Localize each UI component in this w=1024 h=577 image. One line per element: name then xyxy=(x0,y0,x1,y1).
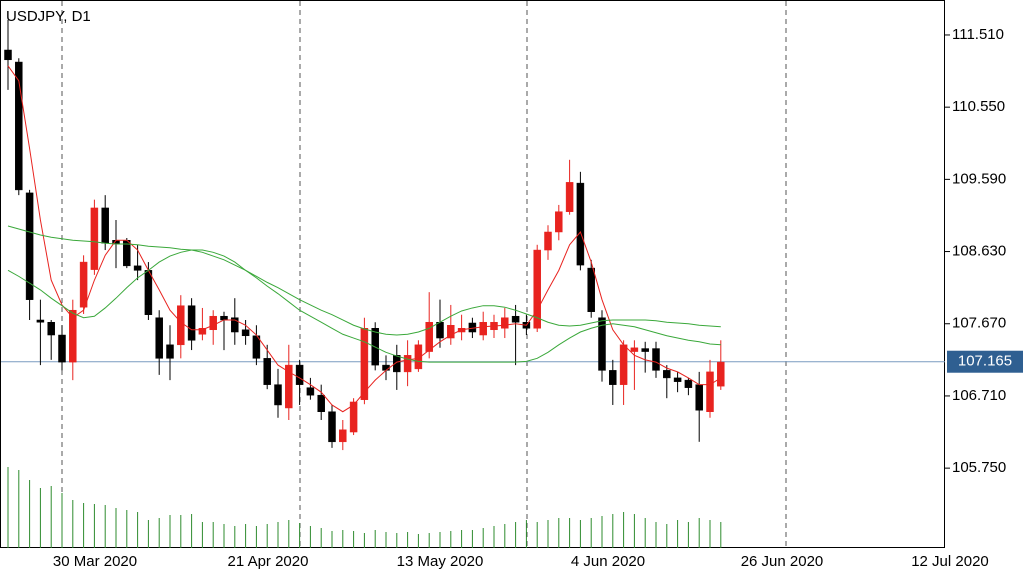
candle-body xyxy=(274,384,282,406)
candle-body xyxy=(695,384,703,411)
candle-body xyxy=(25,192,34,300)
candle-body xyxy=(166,344,174,359)
candle-body xyxy=(15,61,23,191)
candle-body xyxy=(155,317,163,359)
x-tick-label: 13 May 2020 xyxy=(397,553,484,570)
candle-body xyxy=(177,305,185,346)
candle-body xyxy=(306,387,315,396)
candle-body xyxy=(4,49,12,61)
candle-body xyxy=(673,377,682,382)
candle-body xyxy=(90,207,99,270)
separators xyxy=(61,1,787,548)
y-tick-label: 108.630 xyxy=(952,243,1006,260)
candle-body xyxy=(241,329,250,337)
candle-body xyxy=(133,265,142,271)
x-tick-label: 12 Jul 2020 xyxy=(911,553,989,570)
candle-body xyxy=(393,355,401,373)
candle-body xyxy=(360,328,369,400)
candle-body xyxy=(144,270,153,315)
candle-body xyxy=(339,429,347,443)
candle-body xyxy=(544,231,552,251)
candle-body xyxy=(414,344,423,370)
x-tick-label: 26 Jun 2020 xyxy=(741,553,824,570)
candle-body xyxy=(220,315,228,321)
candle-body xyxy=(511,315,520,323)
y-tick-label: 111.510 xyxy=(952,26,1004,43)
candle-body xyxy=(69,309,77,363)
moving-average-line xyxy=(7,65,722,413)
candle-body xyxy=(349,401,358,433)
candle-body xyxy=(403,355,412,373)
x-tick-label: 30 Mar 2020 xyxy=(53,553,137,570)
x-tick-label: 21 Apr 2020 xyxy=(228,553,309,570)
y-tick-label: 109.590 xyxy=(952,170,1006,187)
candle-body xyxy=(263,358,271,385)
candle-body xyxy=(36,319,45,323)
candle-body xyxy=(79,261,88,308)
moving-average-line xyxy=(7,225,721,336)
candle-body xyxy=(425,321,433,352)
candle-body xyxy=(198,328,207,335)
candle-body xyxy=(706,371,714,412)
y-tick-label: 106.710 xyxy=(952,387,1006,404)
candle-body xyxy=(652,348,660,371)
candle-body xyxy=(684,379,693,388)
y-tick-label: 105.750 xyxy=(952,459,1006,476)
candle-body xyxy=(641,348,649,352)
candle-body xyxy=(565,182,574,212)
current-price-box xyxy=(947,350,1023,373)
candle-body xyxy=(619,344,628,385)
candle-body xyxy=(101,207,109,244)
candle-body xyxy=(436,321,444,339)
candle-body xyxy=(576,182,585,266)
y-tick-label: 107.670 xyxy=(952,315,1006,332)
candle-body xyxy=(58,334,66,363)
candle-body xyxy=(598,317,606,371)
x-tick-label: 4 Jun 2020 xyxy=(571,553,645,570)
candle-body xyxy=(533,249,541,329)
candle-body xyxy=(382,364,390,371)
chart-title: USDJPY, D1 xyxy=(6,8,91,25)
candle-body xyxy=(285,364,293,409)
plot-frame xyxy=(0,0,945,548)
candle-body xyxy=(295,364,304,385)
candle-body xyxy=(630,347,639,352)
candle-body xyxy=(187,305,196,341)
current-price-label: 107.165 xyxy=(958,353,1012,370)
candle-body xyxy=(479,321,487,336)
candle-body xyxy=(209,315,217,331)
candle-body xyxy=(663,370,671,379)
candle-body xyxy=(501,317,509,329)
candle-body xyxy=(609,370,617,385)
moving-average-line xyxy=(7,249,721,363)
candle-body xyxy=(587,267,595,312)
y-tick-label: 110.550 xyxy=(952,98,1005,115)
candle-body xyxy=(317,394,325,412)
candle-body xyxy=(328,411,336,443)
candle-body xyxy=(555,211,563,233)
candle-body xyxy=(717,361,725,387)
candle-body xyxy=(447,325,455,339)
candle-body xyxy=(47,321,55,336)
candle-body xyxy=(231,317,239,333)
